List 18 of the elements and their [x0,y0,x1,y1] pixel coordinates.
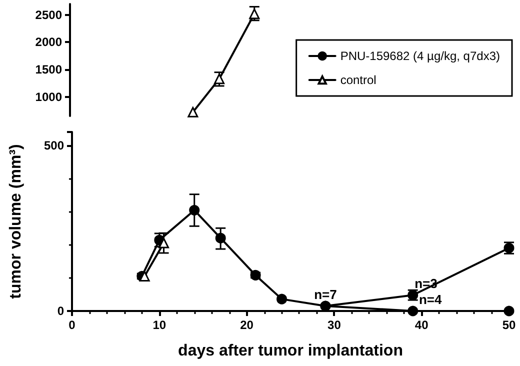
legend-label: control [340,73,376,87]
annotation: n=4 [418,292,442,307]
x-tick-label: 40 [414,318,429,332]
x-tick-label: 50 [502,318,516,332]
y-tick-label: 2000 [35,35,62,50]
annotation: n=7 [314,287,337,302]
y-tick-label: 1000 [35,90,62,104]
x-tick-label: 30 [328,318,342,332]
y-tick-label: 500 [44,138,64,152]
y-tick-label: 0 [57,304,64,318]
x-axis-title: days after tumor implantation [178,342,403,360]
legend-label: PNU-159682 (4 µg/kg, q7dx3) [340,49,500,63]
x-tick-label: 10 [152,318,166,332]
y-axis-title: tumor volume (mm³) [8,144,24,299]
y-tick-label: 1500 [35,62,62,77]
x-tick-label: 20 [240,318,254,332]
x-tick-label: 0 [68,318,76,332]
y-tick-label: 2500 [35,8,62,22]
